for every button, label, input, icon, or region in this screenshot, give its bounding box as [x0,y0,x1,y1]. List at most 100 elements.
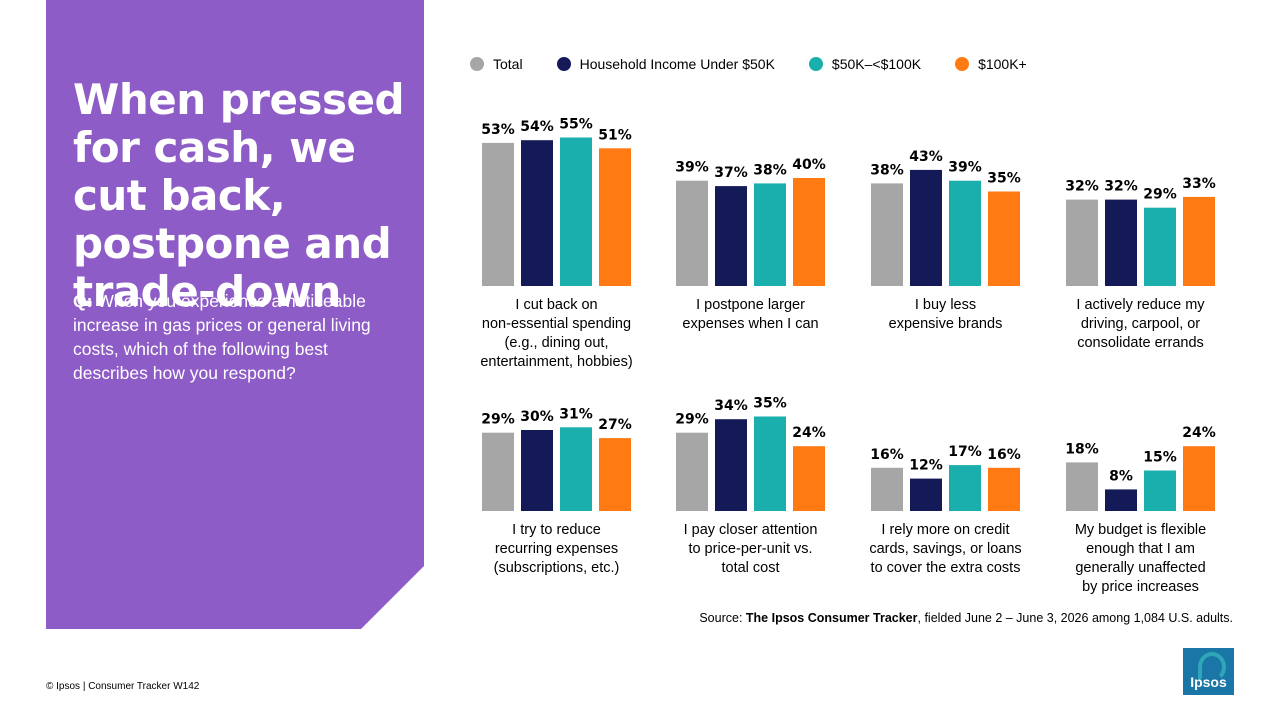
data-label: 32% [1065,179,1099,195]
category-label-line: I try to reduce [512,522,601,538]
bar [871,467,903,511]
category-label-line: total cost [721,560,779,576]
data-label: 35% [753,396,787,412]
legend-item: Household Income Under $50K [556,56,775,72]
data-label: 15% [1143,450,1177,466]
category-label: I cut back on non-essential spending (e.g.… [480,297,632,370]
footer-copyright: © Ipsos | Consumer Tracker W142 [46,681,200,692]
bar [910,169,942,286]
bar [676,180,708,286]
data-label: 51% [598,127,632,143]
data-label: 16% [987,447,1021,463]
data-label: 37% [714,165,748,181]
bar [676,432,708,511]
category-label-line: cards, savings, or loans [869,541,1021,557]
legend-label: Total [493,56,523,72]
bar [599,438,631,511]
bar [754,416,786,511]
bar [1066,199,1098,286]
bar-group: 29% 30% 31% 27% I try to reduce recurring exp… [481,406,632,576]
bar [1105,199,1137,286]
data-label: 38% [870,162,904,178]
question-prefix: Q: [73,291,93,311]
data-label: 35% [987,171,1021,187]
bar [1105,489,1137,511]
category-label-line: to cover the extra costs [871,560,1021,576]
chart-legend: Total Household Income Under $50K $50K–<$1… [470,55,1061,73]
bar-group: 16% 12% 17% 16% I rely more on credit cards, … [869,444,1021,576]
logo-text: Ipsos [1190,674,1227,690]
data-label: 30% [520,409,554,425]
data-label: 43% [909,149,943,165]
bar [910,478,942,511]
bar [521,140,553,286]
bar [560,427,592,511]
bar [599,148,631,286]
bar [949,465,981,511]
legend-swatch [808,57,823,71]
category-label: I try to reduce recurring expenses (subscr… [494,522,620,576]
data-label: 38% [753,162,787,178]
bar [560,137,592,286]
data-label: 16% [870,447,904,463]
category-label: I pay closer attention to price-per-unit … [684,522,818,576]
category-label-line: (subscriptions, etc.) [494,560,620,576]
bar [949,180,981,286]
data-label: 27% [598,417,632,433]
legend-swatch [470,57,484,71]
title-panel [46,0,424,629]
bar [871,183,903,286]
data-label: 39% [675,160,709,176]
legend-label: Household Income Under $50K [579,56,775,72]
category-label-line: I buy less [915,297,976,313]
category-label: I postpone larger expenses when I can [682,297,818,332]
bar [754,183,786,286]
source-suffix: , fielded June 2 – June 3, 2026 among 1,… [917,611,1234,625]
category-label-line: I actively reduce my [1076,297,1205,313]
data-label: 31% [559,406,593,422]
bar [988,467,1020,511]
bar [1183,446,1215,511]
legend-item: $50K–<$100K [808,56,921,72]
ipsos-logo: Ipsos [1183,648,1234,695]
data-label: 24% [1182,425,1216,441]
bar-group: 29% 34% 35% 24% I pay closer attention to pri… [675,396,826,577]
data-label: 39% [948,160,982,176]
category-label: I rely more on credit cards, savings, or … [869,522,1021,576]
source-note: Source: The Ipsos Consumer Tracker, fiel… [699,611,1233,625]
category-label-line: I pay closer attention [684,522,818,538]
data-label: 8% [1109,468,1133,484]
data-label: 53% [481,122,515,138]
data-label: 40% [792,157,826,173]
question-text: When you experience a noticeable increas… [73,291,371,383]
category-label: My budget is flexible enough that I am gen… [1075,522,1206,595]
data-label: 34% [714,398,748,414]
category-label-line: I postpone larger [696,297,805,313]
bar [793,446,825,511]
data-label: 33% [1182,176,1216,192]
category-label-line: by price increases [1082,579,1199,595]
bar [715,186,747,286]
category-label-line: enough that I am [1086,541,1195,557]
data-label: 29% [675,412,709,428]
data-label: 18% [1065,441,1099,457]
data-label: 32% [1104,179,1138,195]
page-title: When pressed for cash, we cut back, post… [73,75,405,316]
category-label-line: I cut back on [515,297,597,313]
category-label-line: recurring expenses [495,541,618,557]
bar [1066,462,1098,511]
data-label: 29% [481,412,515,428]
data-label: 29% [1143,187,1177,203]
source-name: The Ipsos Consumer Tracker [745,611,918,625]
data-label: 54% [520,119,554,135]
category-label-line: driving, carpool, or [1081,316,1200,332]
bar [1144,207,1176,286]
data-label: 55% [559,117,593,133]
category-label-line: entertainment, hobbies) [480,354,632,370]
category-label-line: consolidate errands [1077,335,1204,351]
category-label-line: to price-per-unit vs. [688,541,812,557]
bar [715,419,747,511]
bar-group: 39% 37% 38% 40% I postpone larger expenses wh… [675,157,826,332]
legend-swatch [955,57,970,71]
